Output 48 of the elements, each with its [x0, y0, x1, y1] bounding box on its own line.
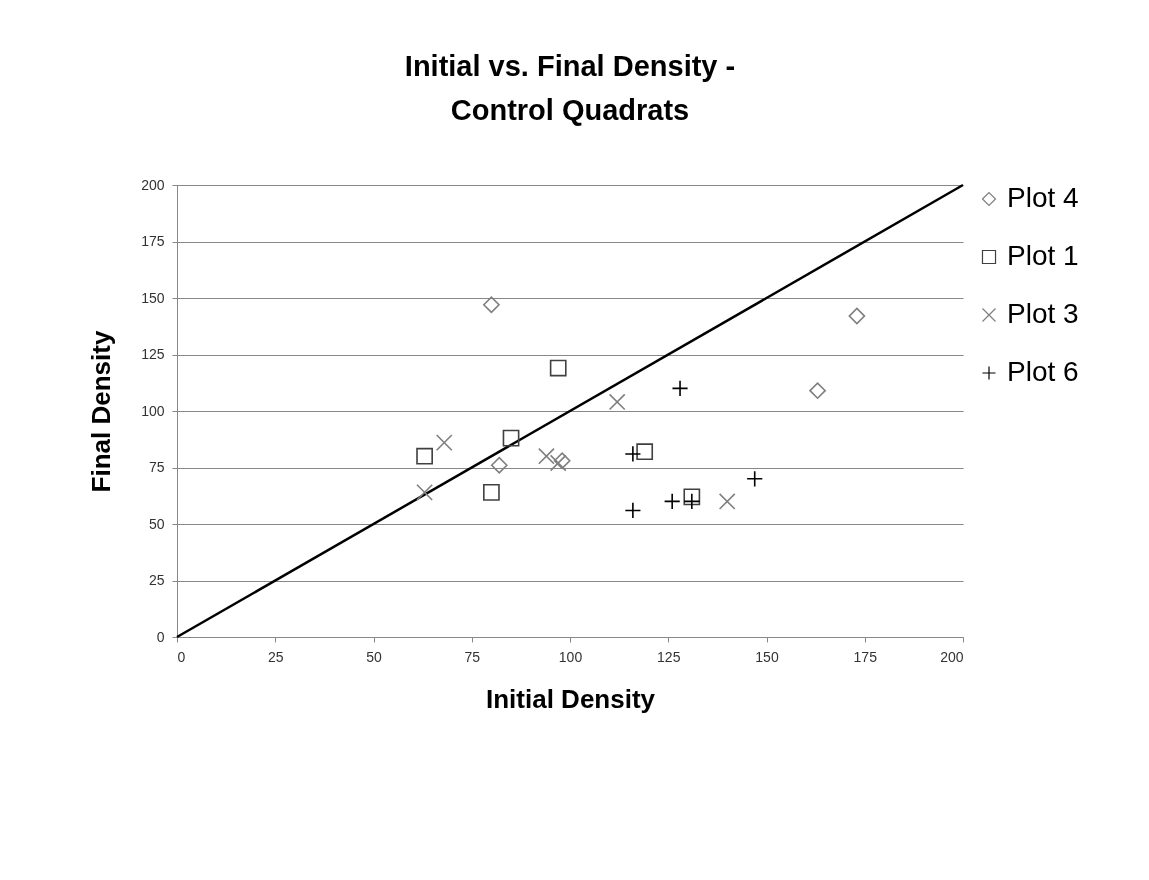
y-tick-label: 175 [141, 233, 165, 249]
point [663, 493, 681, 510]
y-tick-label: 50 [148, 515, 165, 532]
legend-label: Plot 6 [1007, 356, 1079, 387]
point [683, 493, 701, 510]
point [718, 493, 736, 510]
point [636, 443, 654, 461]
point [624, 445, 642, 463]
y-axis-title: Final Density [86, 330, 117, 493]
x-tick-label: 50 [366, 648, 382, 665]
point [608, 393, 626, 411]
legend-label: Plot 4 [1007, 182, 1079, 213]
y-tick-label: 75 [148, 459, 165, 475]
point [502, 429, 520, 447]
y-tick-label: 25 [148, 572, 165, 588]
x-tick-label: 125 [657, 648, 681, 665]
x-tick-label: 0 [177, 648, 186, 665]
point [416, 483, 433, 501]
point [848, 307, 866, 325]
y-tick-label: 200 [141, 176, 165, 193]
y-tick-label: 125 [141, 346, 165, 362]
y-tick-label: 0 [156, 628, 165, 645]
point [435, 434, 453, 452]
x-tick-label: 200 [940, 648, 964, 665]
point [483, 483, 500, 501]
x-tick-label: 25 [267, 648, 284, 665]
point [549, 454, 567, 472]
y-tick-label: 100 [141, 402, 165, 419]
point [809, 382, 826, 400]
legend-label: Plot 1 [1007, 240, 1079, 271]
chart-title: Initial vs. Final Density - Control Quadrats [404, 50, 736, 126]
point [683, 488, 701, 506]
point [490, 456, 508, 474]
legend-label: Plot 3 [1007, 298, 1079, 329]
point [416, 447, 433, 465]
x-tick-label: 175 [853, 648, 878, 665]
x-tick-label: 100 [558, 648, 583, 665]
y-tick-label: 150 [141, 289, 165, 306]
point [538, 447, 555, 465]
point [483, 296, 500, 314]
x-axis-title: Initial Density [485, 683, 656, 714]
point [671, 380, 689, 397]
point [624, 502, 642, 519]
x-tick-label: 75 [464, 648, 481, 665]
point [746, 470, 764, 488]
point [553, 452, 571, 470]
x-tick-label: 150 [755, 648, 779, 665]
point [549, 359, 567, 377]
